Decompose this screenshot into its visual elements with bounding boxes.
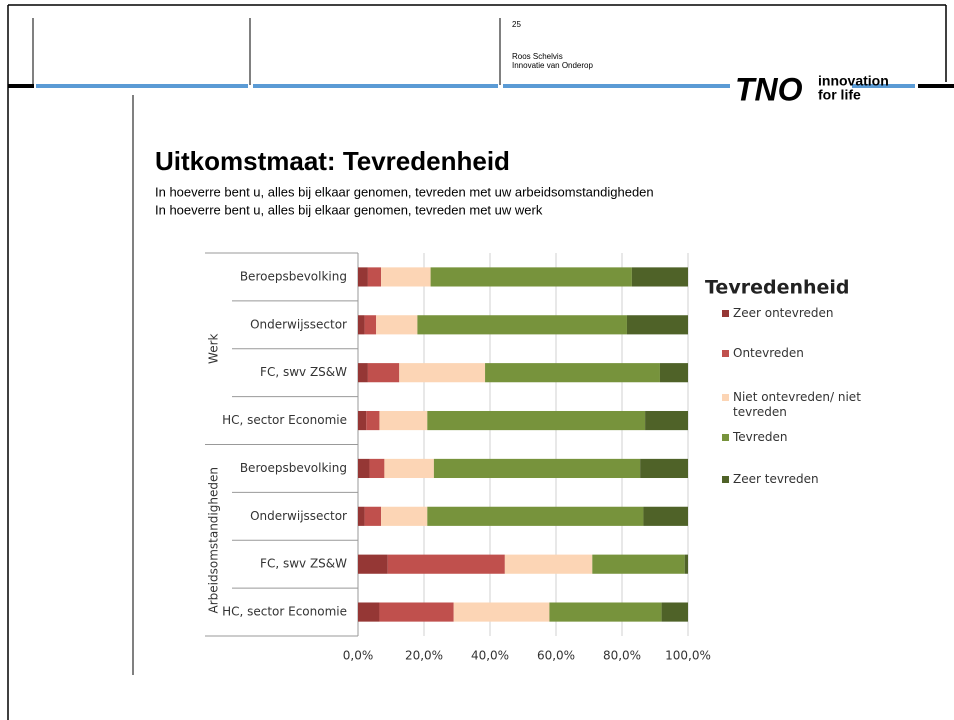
bar-segment bbox=[453, 602, 550, 622]
x-tick-label: 0,0% bbox=[343, 649, 374, 663]
legend-label: Zeer tevreden bbox=[733, 472, 819, 486]
y-tick-label: Beroepsbevolking bbox=[240, 461, 347, 475]
page-number: 25 bbox=[512, 20, 521, 29]
bar-segment bbox=[364, 315, 377, 335]
bar-segment bbox=[358, 506, 365, 526]
y-tick-label: FC, swv ZS&W bbox=[260, 557, 347, 571]
bar-segment bbox=[358, 315, 365, 335]
legend-swatch bbox=[722, 394, 729, 401]
y-tick-label: HC, sector Economie bbox=[222, 413, 347, 427]
bar-segment bbox=[358, 458, 370, 479]
bar-segment bbox=[430, 267, 632, 287]
y-tick-label: Onderwijssector bbox=[250, 509, 347, 523]
y-tick-label: Beroepsbevolking bbox=[240, 269, 347, 283]
bar-segment bbox=[358, 554, 388, 574]
bar-segment bbox=[645, 410, 688, 431]
tagline: for life bbox=[818, 87, 861, 103]
group-label: Werk bbox=[207, 333, 221, 363]
bar-segment bbox=[381, 267, 431, 287]
bar-segment bbox=[427, 506, 644, 526]
bar-segment bbox=[358, 363, 368, 383]
bar-segment bbox=[433, 458, 641, 479]
bar-segment bbox=[384, 458, 434, 479]
chart-title: Uitkomstmaat: Tevredenheid bbox=[155, 146, 510, 176]
x-tick-label: 60,0% bbox=[537, 649, 575, 663]
tagline: innovation bbox=[818, 73, 889, 89]
bar-segment bbox=[549, 602, 662, 622]
legend-swatch bbox=[722, 350, 729, 357]
legend-label: Ontevreden bbox=[733, 346, 804, 360]
legend-swatch bbox=[722, 476, 729, 483]
x-tick-label: 40,0% bbox=[471, 649, 509, 663]
bar-segment bbox=[358, 267, 368, 287]
y-tick-label: Onderwijssector bbox=[250, 317, 347, 331]
bar-segment bbox=[485, 363, 660, 383]
bar-segment bbox=[592, 554, 685, 574]
y-tick-label: FC, swv ZS&W bbox=[260, 365, 347, 379]
author: Roos Schelvis bbox=[512, 52, 563, 61]
legend-swatch bbox=[722, 434, 729, 441]
bar-segment bbox=[369, 458, 385, 479]
bar-segment bbox=[366, 410, 380, 431]
bar-segment bbox=[504, 554, 593, 574]
bar-segment bbox=[399, 363, 486, 383]
bar-segment bbox=[417, 315, 627, 335]
bar-segment bbox=[661, 602, 688, 622]
bar-segment bbox=[381, 506, 428, 526]
bar-segment bbox=[640, 458, 688, 479]
bar-segment bbox=[387, 554, 505, 574]
legend-label: Niet ontevreden/ niet tevreden bbox=[733, 390, 861, 419]
bar-segment bbox=[427, 410, 646, 431]
bar-segment bbox=[626, 315, 688, 335]
subtitle: In hoeverre bent u, alles bij elkaar gen… bbox=[155, 202, 543, 217]
bar-segment bbox=[684, 554, 688, 574]
frame bbox=[7, 4, 954, 720]
bar-segment bbox=[376, 315, 418, 335]
bar-segment bbox=[631, 267, 688, 287]
bar-segment bbox=[367, 267, 382, 287]
bar-segment bbox=[367, 363, 400, 383]
group-label: Arbeidsomstandigheden bbox=[207, 467, 221, 613]
legend-title: Tevredenheid bbox=[705, 277, 850, 299]
legend-label: Zeer ontevreden bbox=[733, 306, 834, 320]
bar-segment bbox=[379, 410, 428, 431]
bar-segment bbox=[358, 410, 367, 431]
bar-segment bbox=[643, 506, 688, 526]
bar-segment bbox=[364, 506, 382, 526]
logo: TNO bbox=[735, 71, 803, 107]
subtitle: In hoeverre bent u, alles bij elkaar gen… bbox=[155, 184, 654, 199]
x-tick-label: 100,0% bbox=[665, 649, 711, 663]
x-tick-label: 20,0% bbox=[405, 649, 443, 663]
project: Innovatie van Onderop bbox=[512, 61, 593, 70]
bar-segment bbox=[358, 602, 380, 622]
legend-label: Tevreden bbox=[733, 430, 788, 444]
y-tick-label: HC, sector Economie bbox=[222, 605, 347, 619]
bar-segment bbox=[659, 363, 688, 383]
x-tick-label: 80,0% bbox=[603, 649, 641, 663]
legend-swatch bbox=[722, 310, 729, 317]
bar-segment bbox=[379, 602, 454, 622]
